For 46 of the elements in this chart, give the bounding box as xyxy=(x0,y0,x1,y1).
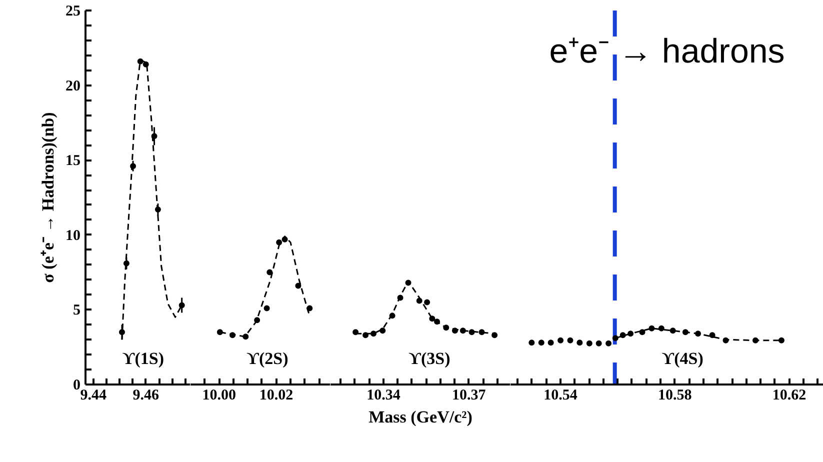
y-tick-label: 25 xyxy=(66,4,80,20)
point xyxy=(424,299,430,306)
point xyxy=(586,340,592,346)
annotation: e⁺e⁻ → hadrons xyxy=(549,32,785,70)
annotation: ϒ(2S) xyxy=(246,349,288,368)
point xyxy=(548,340,554,346)
point xyxy=(492,332,498,338)
x-tick-label: 10.00 xyxy=(202,388,236,404)
point xyxy=(295,282,302,289)
x-tick-label: 10.34 xyxy=(366,388,401,404)
point xyxy=(178,302,185,308)
y-tick-label: 10 xyxy=(66,228,80,244)
x-tick-label: 10.62 xyxy=(772,388,806,404)
annotation: ϒ(1S) xyxy=(122,349,164,368)
point xyxy=(528,340,535,346)
point xyxy=(709,332,716,338)
point xyxy=(620,332,626,338)
point xyxy=(639,329,646,336)
point xyxy=(380,328,386,334)
y-tick-label: 0 xyxy=(73,378,80,394)
point xyxy=(606,340,612,346)
y-tick-label: 15 xyxy=(66,153,80,170)
point xyxy=(370,330,377,337)
x-tick-label: 10.58 xyxy=(658,388,692,404)
point xyxy=(118,329,125,336)
x-tick-label: 9.46 xyxy=(132,388,160,404)
point xyxy=(670,328,676,334)
point xyxy=(264,305,270,312)
point xyxy=(596,340,602,346)
point xyxy=(576,340,583,346)
point xyxy=(778,337,784,344)
x-tick-label: 10.54 xyxy=(544,388,578,404)
y-axis-title: σ (e⁺e⁻ → Hadrons)(nb) xyxy=(38,112,58,283)
x-axis-title: Mass (GeV/c²) xyxy=(368,408,472,426)
annotation: ϒ(3S) xyxy=(408,349,450,368)
point xyxy=(567,337,574,344)
y-tick-label: 20 xyxy=(66,78,80,94)
y-tick-label: 5 xyxy=(73,302,80,319)
x-tick-label: 10.37 xyxy=(452,388,486,404)
point xyxy=(266,269,273,276)
x-tick-label: 10.02 xyxy=(259,388,294,404)
x-tick-label: 9.44 xyxy=(80,388,107,404)
point xyxy=(538,340,544,346)
point xyxy=(558,337,564,344)
annotation: ϒ(4S) xyxy=(662,349,704,368)
point xyxy=(658,325,664,332)
